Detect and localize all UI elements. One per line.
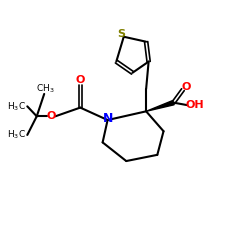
Polygon shape: [146, 100, 174, 111]
Text: H$_3$C: H$_3$C: [7, 100, 26, 112]
Text: OH: OH: [186, 100, 204, 110]
Text: H$_3$C: H$_3$C: [7, 129, 26, 141]
Text: O: O: [76, 75, 85, 85]
Text: CH$_3$: CH$_3$: [36, 82, 55, 95]
Text: S: S: [117, 29, 125, 39]
Text: O: O: [46, 111, 56, 121]
Text: O: O: [181, 82, 190, 92]
Text: N: N: [102, 112, 113, 125]
